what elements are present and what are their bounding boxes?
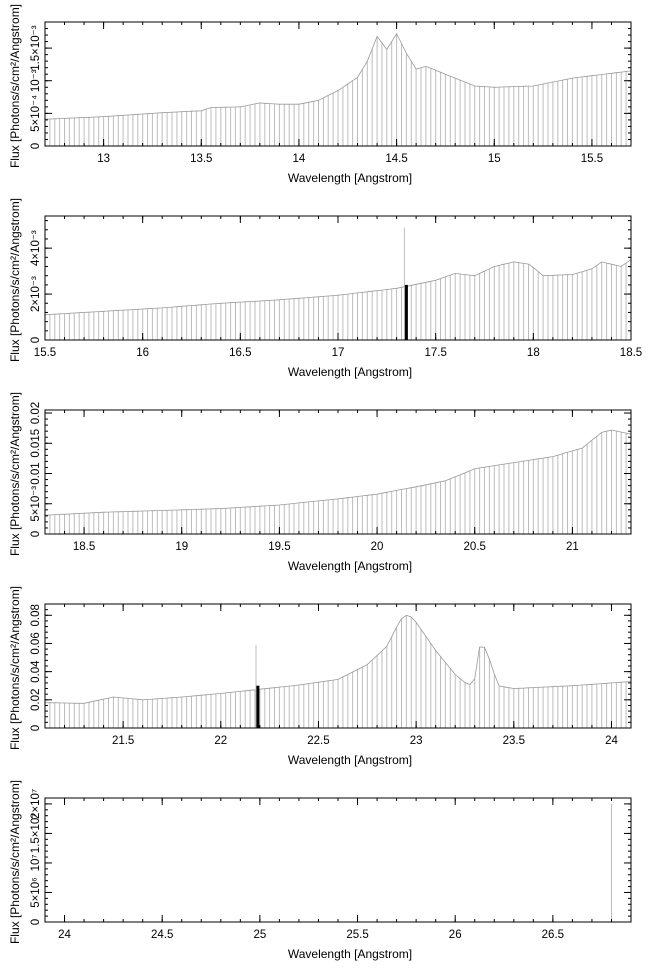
y-tick-label: 5×10⁶: [30, 877, 42, 908]
x-tick-label: 18.5: [73, 541, 95, 553]
y-tick-label: 0.015: [30, 429, 42, 458]
x-axis-title: Wavelength [Angstrom]: [288, 753, 412, 767]
x-tick-label: 25.5: [346, 929, 368, 941]
y-axis-title: Flux [Photons/s/cm²/Angstrom]: [8, 586, 22, 750]
x-tick-label: 13.5: [190, 153, 212, 165]
y-tick-label: 5×10⁻³: [30, 486, 42, 522]
x-tick-label: 19.5: [268, 541, 290, 553]
x-tick-label: 24.5: [151, 929, 173, 941]
chart-panel-3: 18.5 19 19.5 20 20.5 21 0 5×10⁻³ 0.01 0.015 0.02 Wa…: [8, 392, 632, 573]
x-tick-label: 18: [527, 347, 540, 359]
y-tick-label: 0: [30, 919, 42, 925]
x-tick-label: 24: [58, 929, 71, 941]
y-tick-label: 0.08: [30, 604, 42, 626]
x-tick-label: 14.5: [385, 153, 407, 165]
x-tick-label: 15.5: [34, 347, 56, 359]
y-tick-label: 0.01: [30, 462, 42, 484]
x-tick-label: 23.5: [503, 735, 525, 747]
y-tick-label: 0: [30, 337, 42, 343]
x-tick-label: 20.5: [464, 541, 486, 553]
chart-panel-1: 13 13.5 14 14.5 15 15.5 0 5×10⁻⁴ 10⁻³1.5×10⁻³ Wav…: [8, 4, 632, 185]
y-tick-label: 4×10⁻³: [30, 230, 42, 266]
x-axis-title: Wavelength [Angstrom]: [288, 365, 412, 379]
y-tick-label: 1.5×10⁻³: [30, 25, 42, 71]
x-tick-label: 17.5: [424, 347, 446, 359]
x-axis-title: Wavelength [Angstrom]: [288, 559, 412, 573]
x-tick-label: 19: [175, 541, 188, 553]
x-tick-label: 16.5: [229, 347, 251, 359]
x-tick-label: 13: [97, 153, 110, 165]
x-tick-label: 15: [488, 153, 501, 165]
spectrum-envelope: [44, 32, 632, 120]
y-tick-label: 1.5×10⁷: [30, 814, 42, 854]
x-tick-label: 26.5: [542, 929, 564, 941]
spectrum-envelope: [44, 429, 632, 516]
y-tick-label: 10⁻³: [30, 69, 42, 92]
x-tick-label: 26: [449, 929, 462, 941]
spectrum-bars: [44, 33, 632, 146]
spectrum-envelope: [44, 614, 632, 704]
chart-panel-4: 21.5 22 22.5 23 23.5 24 0 0.02 0.04 0.06 0.08 Wavel…: [8, 586, 632, 767]
plot-frame: [44, 797, 632, 923]
x-tick-label: 23: [410, 735, 423, 747]
x-tick-label: 15.5: [581, 153, 603, 165]
x-axis-title: Wavelength [Angstrom]: [288, 171, 412, 185]
x-tick-label: 22.5: [307, 735, 329, 747]
y-tick-label: 0.04: [30, 660, 42, 683]
y-tick-label: 2×10⁷: [30, 789, 42, 819]
y-tick-label: 2×10⁻³: [30, 276, 42, 312]
x-tick-label: 18.5: [620, 347, 642, 359]
y-axis-title: Flux [Photons/s/cm²/Angstrom]: [8, 4, 22, 168]
spectrum-bars: [44, 615, 632, 728]
y-axis-title: Flux [Photons/s/cm²/Angstrom]: [8, 780, 22, 944]
y-axis-title: Flux [Photons/s/cm²/Angstrom]: [8, 198, 22, 362]
spectrum-bars: [44, 259, 632, 340]
spectrum-bars: [44, 430, 632, 534]
y-tick-label: 0: [30, 531, 42, 537]
x-tick-label: 17: [332, 347, 345, 359]
x-tick-label: 16: [136, 347, 149, 359]
spectrum-envelope: [44, 259, 632, 316]
x-tick-label: 22: [214, 735, 227, 747]
y-tick-label: 0: [30, 143, 42, 149]
x-axis-title: Wavelength [Angstrom]: [288, 947, 412, 961]
x-tick-label: 21: [566, 541, 579, 553]
y-tick-label: 0.02: [30, 689, 42, 711]
x-tick-label: 20: [371, 541, 384, 553]
y-tick-label: 0: [30, 725, 42, 731]
x-tick-label: 24: [605, 735, 618, 747]
x-tick-label: 25: [253, 929, 266, 941]
y-tick-label: 10⁷: [30, 854, 42, 871]
y-tick-label: 0.02: [30, 402, 42, 424]
y-axis-title: Flux [Photons/s/cm²/Angstrom]: [8, 392, 22, 556]
y-tick-label: 0.06: [30, 632, 42, 654]
x-tick-label: 14: [293, 153, 306, 165]
x-tick-label: 21.5: [112, 735, 134, 747]
chart-panel-2: 15.5 16 16.5 17 17.5 18 18.5 0 2×10⁻³ 4×10⁻³ Wavel…: [8, 198, 642, 379]
y-tick-label: 5×10⁻⁴: [30, 95, 42, 132]
